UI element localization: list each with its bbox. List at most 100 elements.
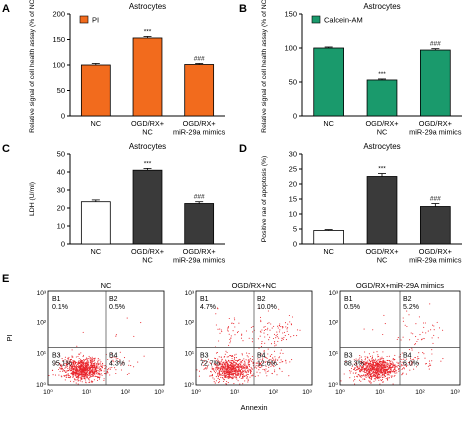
event-dot [233, 361, 235, 363]
event-dot [69, 360, 71, 362]
event-dot [437, 337, 439, 339]
event-dot [72, 376, 74, 378]
x-tick-label: 10³ [450, 389, 460, 396]
event-dot [374, 377, 376, 379]
event-dot [390, 363, 392, 365]
event-dot [285, 339, 288, 341]
event-dot [115, 358, 117, 360]
event-dot [221, 358, 223, 360]
event-dot [354, 383, 356, 385]
event-dot [82, 372, 84, 374]
event-dot [93, 379, 95, 381]
event-dot [379, 375, 381, 377]
event-dot [247, 381, 249, 383]
event-dot [89, 367, 91, 369]
event-dot [79, 360, 81, 362]
event-dot [278, 337, 280, 339]
event-dot [370, 360, 372, 362]
event-dot [246, 352, 248, 354]
event-dot [265, 368, 267, 370]
event-dot [275, 358, 277, 360]
event-dot [383, 363, 385, 365]
event-dot [213, 363, 215, 365]
quadrant-id: B4 [257, 352, 266, 359]
event-dot [296, 335, 298, 337]
event-dot [381, 361, 383, 363]
event-dot [364, 351, 366, 353]
event-dot [277, 340, 279, 342]
event-dot [375, 365, 377, 367]
event-dot [418, 316, 420, 318]
event-dot [107, 369, 109, 371]
event-dot [274, 345, 276, 347]
event-dot [225, 350, 227, 352]
event-dot [364, 358, 367, 360]
event-dot [82, 375, 84, 377]
event-dot [90, 370, 92, 372]
event-dot [86, 372, 88, 374]
event-dot [375, 371, 377, 373]
event-dot [371, 373, 373, 375]
event-dot [360, 365, 362, 367]
event-dot [287, 327, 289, 329]
event-dot [417, 338, 419, 340]
event-dot [258, 369, 260, 371]
event-dot [76, 368, 79, 370]
event-dot [364, 371, 366, 374]
event-dot [244, 380, 246, 382]
event-dot [232, 363, 234, 366]
event-dot [71, 366, 73, 368]
event-dot [345, 360, 347, 363]
event-dot [72, 368, 74, 370]
event-dot [83, 358, 85, 361]
event-dot [422, 322, 425, 324]
event-dot [410, 332, 412, 334]
event-dot [349, 377, 351, 379]
event-dot [78, 360, 80, 362]
event-dot [82, 369, 85, 371]
event-dot [67, 357, 69, 359]
event-dot [236, 360, 239, 362]
quadrant-percent: 5.2% [403, 304, 419, 311]
event-dot [202, 361, 204, 363]
event-dot [91, 362, 93, 364]
event-dot [393, 369, 395, 371]
event-dot [215, 369, 217, 371]
event-dot [281, 370, 283, 372]
event-dot [380, 358, 382, 361]
event-dot [354, 367, 356, 369]
event-dot [95, 369, 97, 371]
event-dot [397, 337, 399, 339]
event-dot [421, 338, 423, 340]
event-dot [275, 337, 277, 339]
event-dot [235, 369, 237, 371]
event-dot [263, 369, 266, 371]
event-dot [436, 321, 438, 323]
event-dot [72, 361, 74, 363]
event-dot [403, 358, 405, 360]
event-dot [360, 366, 362, 368]
event-dot [86, 371, 88, 373]
event-dot [75, 376, 77, 379]
event-dot [412, 361, 414, 363]
panel-title: Astrocytes [363, 2, 400, 11]
event-dot [372, 362, 374, 364]
event-dot [218, 381, 220, 383]
event-dot [370, 378, 373, 380]
event-dot [381, 371, 383, 374]
event-dot [64, 367, 66, 369]
event-dot [377, 372, 379, 374]
event-dot [359, 360, 361, 363]
event-dot [376, 371, 378, 373]
event-dot [92, 373, 94, 375]
event-dot [51, 369, 53, 371]
event-dot [59, 370, 61, 372]
event-dot [278, 331, 280, 333]
event-dot [97, 364, 99, 366]
event-dot [113, 361, 115, 363]
event-dot [215, 380, 217, 382]
event-dot [282, 332, 284, 334]
x-tick-label: OGD/RX+ [419, 247, 452, 256]
event-dot [228, 363, 230, 365]
event-dot [86, 368, 88, 370]
